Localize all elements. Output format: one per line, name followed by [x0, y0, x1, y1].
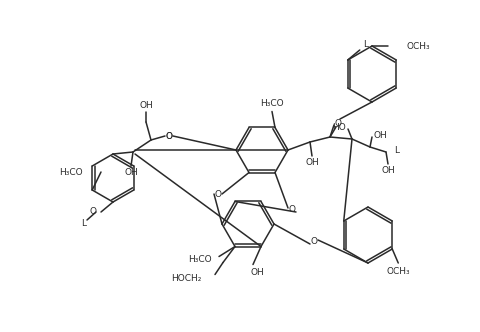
Text: H₃CO: H₃CO — [260, 99, 283, 108]
Text: OH: OH — [304, 157, 318, 167]
Text: O: O — [310, 237, 317, 246]
Text: L: L — [81, 218, 86, 227]
Text: OCH₃: OCH₃ — [385, 267, 409, 276]
Text: OCH₃: OCH₃ — [406, 42, 430, 50]
Text: O: O — [89, 208, 96, 216]
Text: HO: HO — [332, 123, 345, 131]
Text: L: L — [362, 40, 368, 48]
Text: OH: OH — [373, 130, 387, 139]
Text: O: O — [334, 119, 341, 127]
Text: OH: OH — [139, 101, 153, 110]
Text: OH: OH — [124, 168, 138, 177]
Text: HOCH₂: HOCH₂ — [170, 274, 201, 283]
Text: L: L — [393, 145, 398, 154]
Text: H₃CO: H₃CO — [59, 168, 83, 177]
Text: O: O — [214, 190, 221, 199]
Text: OH: OH — [380, 165, 394, 175]
Text: OH: OH — [250, 268, 264, 277]
Text: O: O — [288, 206, 295, 214]
Text: O: O — [165, 131, 172, 140]
Text: O: O — [165, 131, 172, 140]
Text: H₃CO: H₃CO — [188, 255, 211, 264]
